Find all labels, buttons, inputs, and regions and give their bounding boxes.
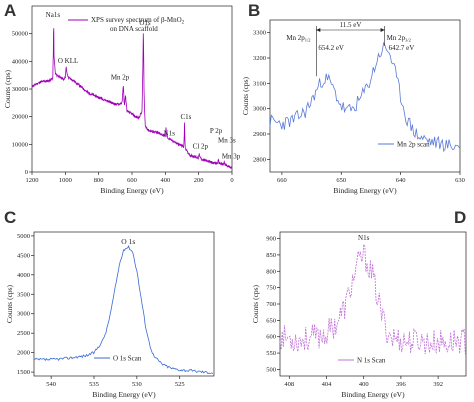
series-line-d xyxy=(279,243,466,355)
separation-arrowhead-left-b xyxy=(316,28,321,32)
y-tick-label-c-4: 3500 xyxy=(17,291,30,298)
x-tick-label-b-3: 630 xyxy=(455,177,465,184)
peak-label-a-0: Na1s xyxy=(46,11,61,19)
y-axis-label-a: Counts (cps) xyxy=(3,69,12,108)
x-tick-label-d-1: 404 xyxy=(322,381,333,388)
y-tick-label-c-1: 2000 xyxy=(17,350,30,357)
y-tick-label-a-0: 0 xyxy=(25,169,28,176)
peak-name-b-1: Mn 2p3/2 xyxy=(387,34,411,43)
x-tick-label-c-1: 535 xyxy=(89,381,99,388)
panel-c: 540 535 530 525 1500 2000 2500 3000 3500 4000 4500… xyxy=(5,231,215,399)
panel-label-c: C xyxy=(4,208,16,227)
y-tick-label-b-1: 2900 xyxy=(253,131,266,138)
y-tick-label-d-0: 500 xyxy=(266,366,276,373)
y-tick-label-b-3: 3100 xyxy=(253,80,266,87)
y-tick-label-b-0: 2800 xyxy=(253,156,266,163)
y-tick-label-d-2: 600 xyxy=(266,334,276,341)
x-tick-label-b-0: 660 xyxy=(277,177,287,184)
x-tick-label-d-0: 408 xyxy=(284,381,294,388)
x-tick-label-d-4: 392 xyxy=(433,381,443,388)
y-tick-label-d-7: 850 xyxy=(266,252,276,259)
panel-b: 660 650 640 630 2800 2900 3000 3100 3200 3300 Bind… xyxy=(241,19,465,195)
x-tick-label-c-0: 540 xyxy=(46,381,56,388)
y-tick-label-a-3: 30000 xyxy=(12,86,28,93)
y-tick-label-c-3: 3000 xyxy=(17,311,30,318)
x-tick-label-a-4: 400 xyxy=(160,177,170,184)
peak-label-a-9: Mn 3p xyxy=(222,153,241,161)
peak-label-a-1: O KLL xyxy=(58,57,78,65)
x-tick-label-c-2: 530 xyxy=(132,381,142,388)
series-line-b xyxy=(269,41,460,153)
legend-text-a-line2: on DNA scaffold xyxy=(110,25,158,33)
legend-text-c: O 1s Scan xyxy=(113,355,142,363)
y-tick-label-d-3: 650 xyxy=(266,317,276,324)
y-tick-label-c-0: 1500 xyxy=(17,369,30,376)
y-tick-label-c-5: 4000 xyxy=(17,272,30,279)
x-tick-label-a-5: 200 xyxy=(194,177,204,184)
series-line-a xyxy=(31,28,233,169)
x-tick-label-b-2: 640 xyxy=(396,177,406,184)
plot-frame-c xyxy=(33,231,215,377)
legend-text-d: N 1s Scan xyxy=(357,357,386,365)
x-axis-label-a: Binding Energy (eV) xyxy=(100,186,164,195)
peak-label-a-3: O1s xyxy=(139,19,151,27)
peak-title-c: O 1s xyxy=(121,237,135,246)
y-tick-label-d-5: 750 xyxy=(266,285,276,292)
peak-label-a-8: Mn 3s xyxy=(218,137,236,145)
x-axis-label-d: Binding Energy (eV) xyxy=(341,390,405,399)
legend-text-b: Mn 2p scan xyxy=(397,141,430,149)
y-tick-label-d-6: 800 xyxy=(266,268,276,275)
y-axis-label-b: Counts (cps) xyxy=(241,76,250,115)
x-tick-label-a-1: 1000 xyxy=(59,177,72,184)
y-tick-label-b-4: 3200 xyxy=(253,55,266,62)
panel-label-b: B xyxy=(248,1,260,20)
y-tick-label-a-4: 40000 xyxy=(12,58,28,65)
y-axis-label-c: Counts (cps) xyxy=(5,284,14,323)
x-tick-label-b-1: 650 xyxy=(336,177,346,184)
plot-frame-b xyxy=(269,19,461,173)
separation-arrowhead-right-b xyxy=(380,28,385,32)
series-line-c xyxy=(33,244,214,374)
y-tick-label-d-1: 550 xyxy=(266,350,276,357)
panel-label-a: A xyxy=(4,1,16,20)
y-tick-label-b-5: 3300 xyxy=(253,30,266,37)
y-tick-label-c-2: 2500 xyxy=(17,330,30,337)
x-tick-label-a-2: 800 xyxy=(94,177,104,184)
peak-label-a-4: C1s xyxy=(181,113,192,121)
y-tick-label-c-6: 4500 xyxy=(17,252,30,259)
x-tick-label-a-3: 600 xyxy=(127,177,137,184)
x-tick-label-a-6: 0 xyxy=(230,177,233,184)
y-tick-label-d-8: 900 xyxy=(266,236,276,243)
peak-label-a-6: Cl 2p xyxy=(193,142,209,150)
y-tick-label-a-1: 10000 xyxy=(12,141,28,148)
x-tick-label-d-2: 400 xyxy=(359,381,369,388)
peak-energy-b-1: 642.7 eV xyxy=(389,44,415,52)
x-tick-label-a-0: 1200 xyxy=(26,177,39,184)
plot-frame-d xyxy=(279,231,467,377)
panel-a: 1200 1000 800 600 400 200 00100002000030000400… xyxy=(3,5,241,195)
x-tick-label-d-3: 396 xyxy=(396,381,407,388)
peak-title-d: N1s xyxy=(358,234,370,242)
x-tick-label-c-3: 525 xyxy=(175,381,185,388)
y-tick-label-c-7: 5000 xyxy=(17,233,30,240)
separation-label-b: 11.5 eV xyxy=(340,21,362,29)
y-tick-label-b-2: 3000 xyxy=(253,106,266,113)
peak-energy-b-0: 654.2 eV xyxy=(318,44,344,52)
legend-text-a: XPS survey spectrum of β-MnO2 xyxy=(91,16,185,26)
peak-label-a-7: P 2p xyxy=(210,127,223,135)
y-tick-label-a-2: 20000 xyxy=(12,114,28,121)
y-tick-label-a-5: 50000 xyxy=(12,31,28,38)
x-axis-label-c: Binding Energy (eV) xyxy=(92,390,156,399)
peak-label-a-2: Mn 2p xyxy=(111,73,130,81)
x-axis-label-b: Binding Energy (eV) xyxy=(333,186,397,195)
peak-name-b-0: Mn 2p1/2 xyxy=(286,34,310,43)
panel-label-d: D xyxy=(454,208,466,227)
y-tick-label-d-4: 700 xyxy=(266,301,276,308)
panel-d: 408 404 400 396 392 500 550 600 650 700 750 800 850 9… xyxy=(251,231,467,399)
peak-label-a-5: N1s xyxy=(164,130,176,138)
y-axis-label-d: Counts (cps) xyxy=(251,284,260,323)
